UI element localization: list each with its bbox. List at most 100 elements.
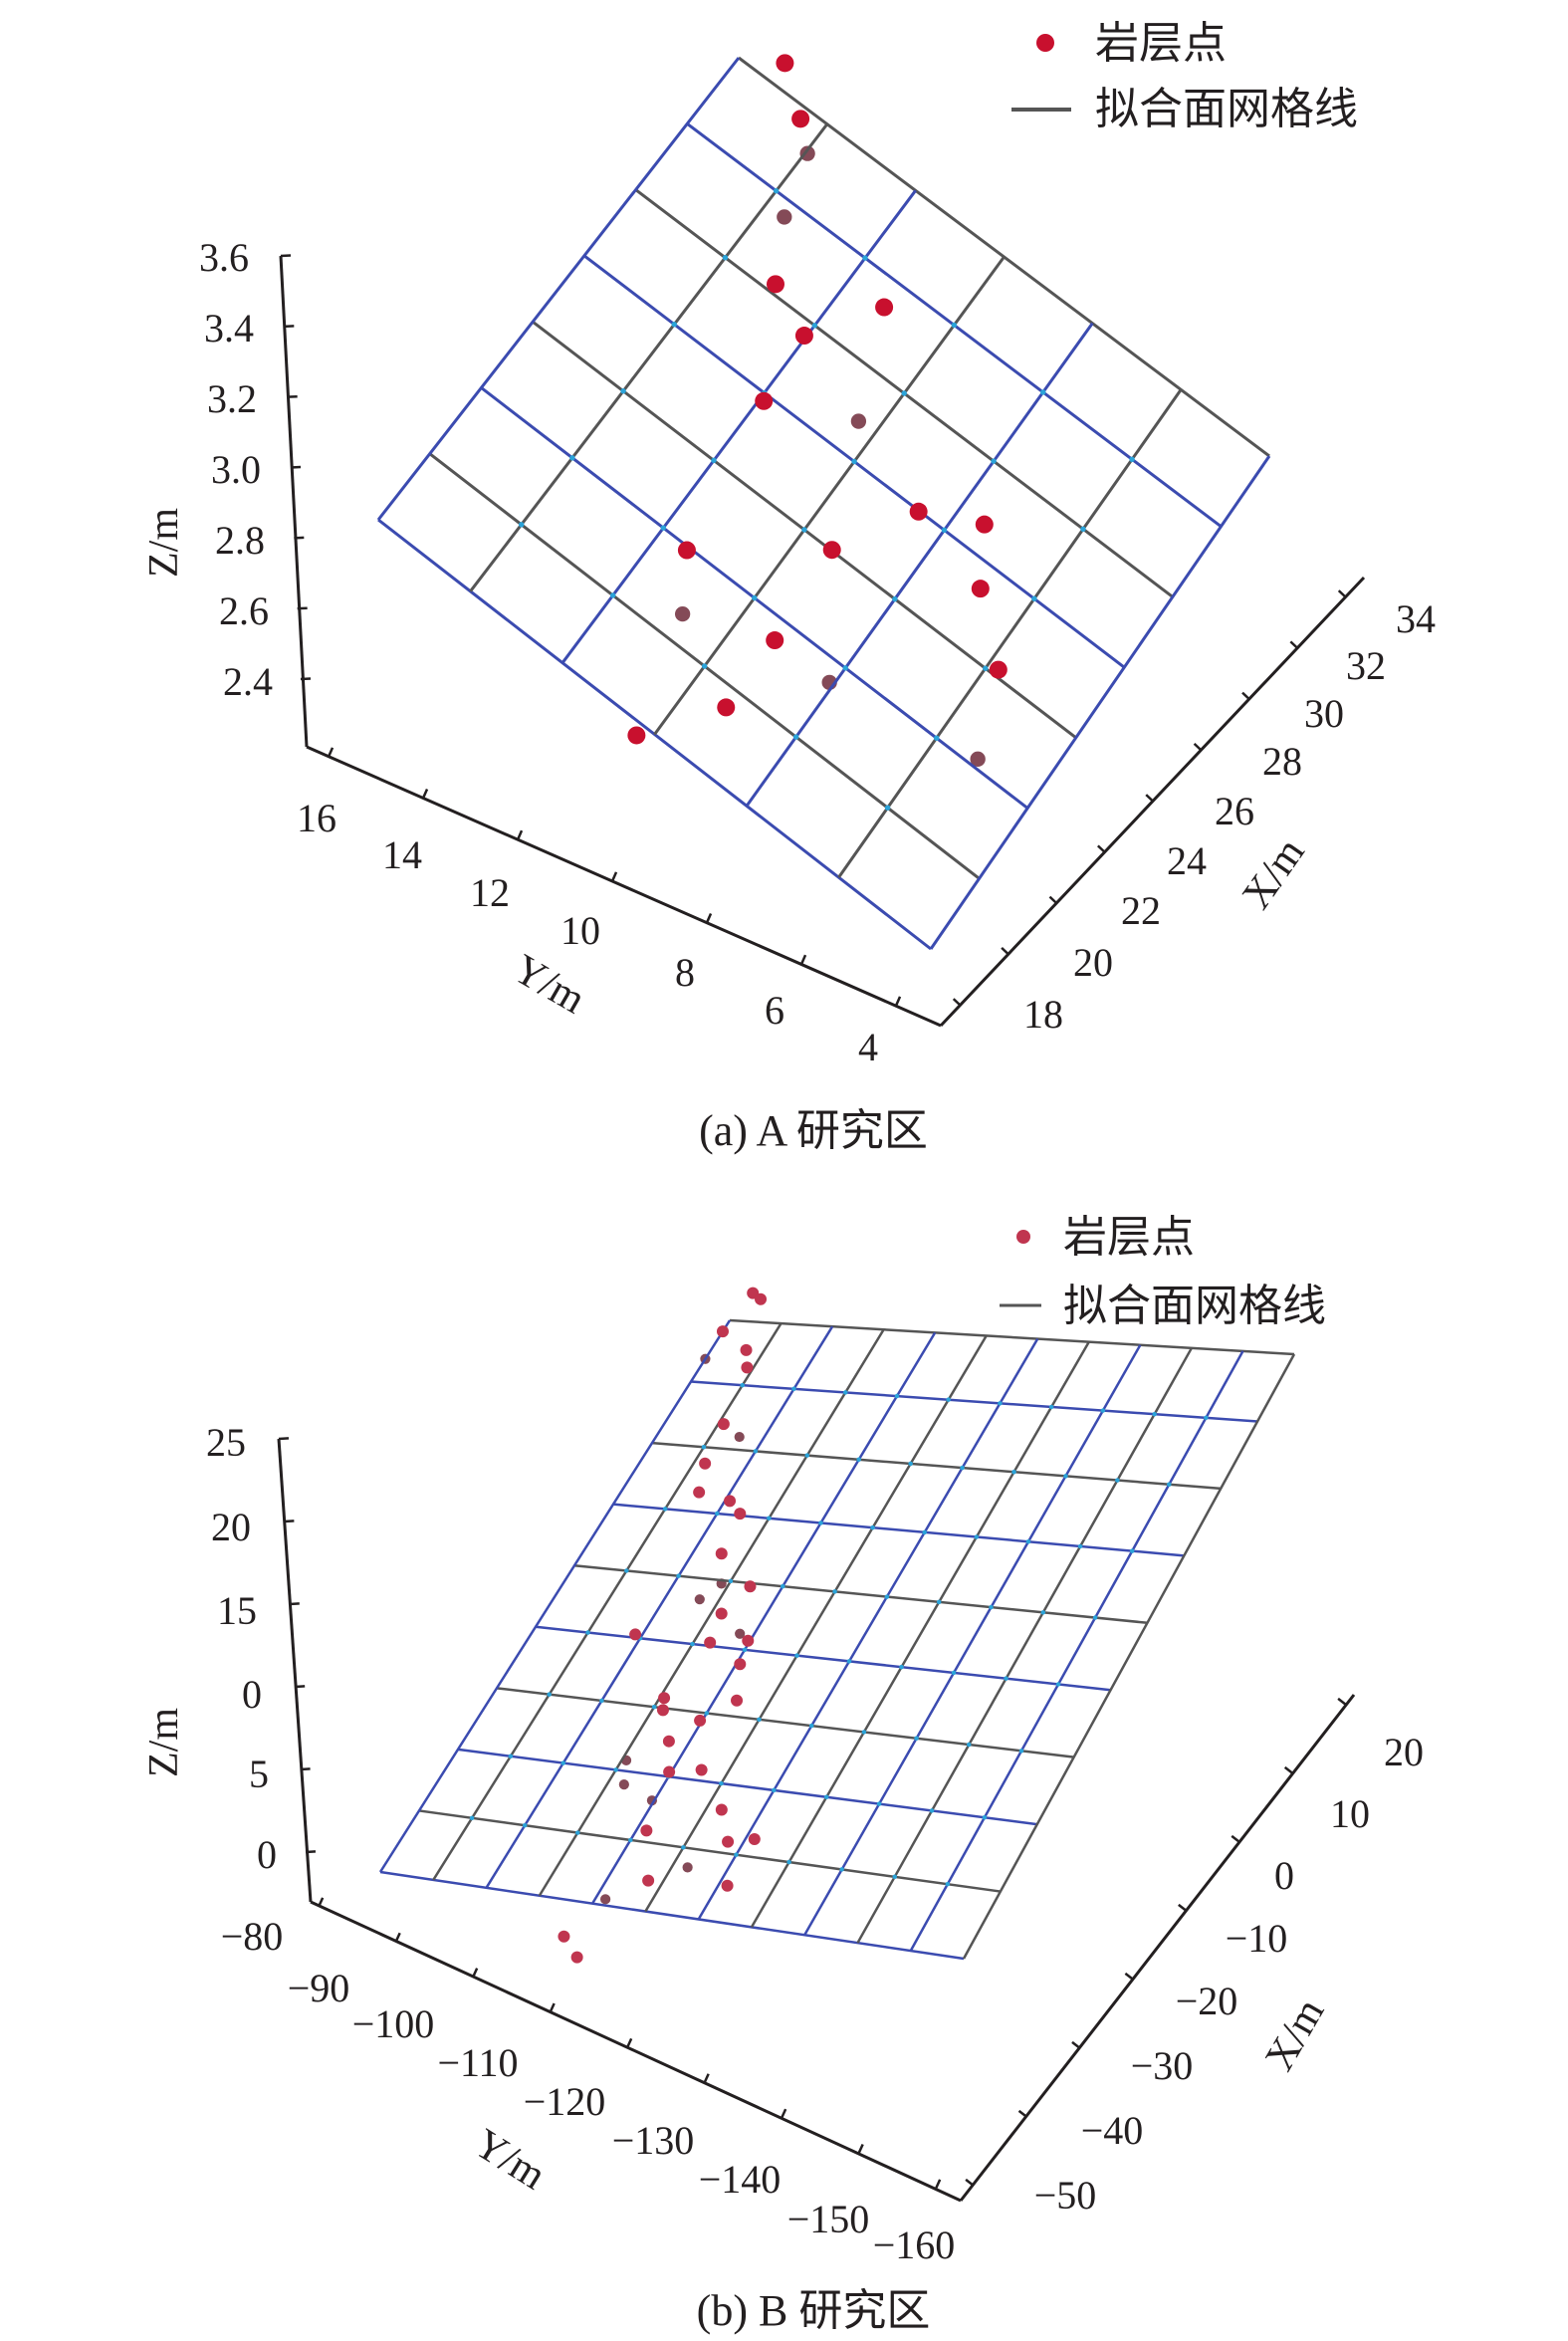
surface-grid-node <box>719 1780 724 1786</box>
axis-tick <box>857 2144 864 2155</box>
panel-a-legend: 岩层点 拟合面网格线 <box>1011 19 1358 133</box>
panel-a-tick-marks <box>280 254 1347 1007</box>
legend-surface-label: 拟合面网格线 <box>1063 1282 1326 1330</box>
z-tick-label: 25 <box>206 1420 246 1465</box>
y-tick-label: −90 <box>288 1966 350 2010</box>
surface-grid-node <box>569 455 575 461</box>
rock-layer-point <box>850 413 867 429</box>
rock-layer-point <box>629 1628 642 1641</box>
surface-grid-node <box>624 1568 629 1573</box>
z-tick-label: 3.4 <box>204 306 254 351</box>
axis-tick <box>1071 2040 1081 2049</box>
panel-b-points-above-surface <box>558 1287 768 1964</box>
axis-tick <box>394 1932 401 1943</box>
surface-grid-node <box>892 1874 897 1880</box>
surface-grid-line <box>837 388 1183 879</box>
surface-grid-node <box>1040 1610 1046 1615</box>
x-tick-label: 26 <box>1215 789 1254 833</box>
panel-b: 25 20 15 0 5 0 Z/m −80 −90 −100 −110 −12… <box>141 1213 1424 2335</box>
surface-grid-node <box>1063 1474 1068 1479</box>
rock-layer-point <box>640 1824 653 1837</box>
z-tick-label: 3.6 <box>199 235 249 280</box>
axis-tick <box>705 913 713 924</box>
surface-grid-node <box>792 734 799 740</box>
surface-grid-node <box>914 1736 919 1742</box>
surface-grid-node <box>884 1594 890 1599</box>
y-tick-label: −80 <box>221 1914 284 1959</box>
surface-grid-line <box>376 57 741 521</box>
surface-grid-node <box>901 390 907 396</box>
surface-grid-node <box>1011 1469 1016 1475</box>
surface-grid-line <box>962 1353 1296 1960</box>
rock-layer-point <box>663 1765 676 1778</box>
surface-grid-node <box>892 595 898 602</box>
x-tick-label: 20 <box>1073 940 1113 985</box>
axis-tick <box>295 1685 306 1689</box>
rock-layer-point <box>744 1580 757 1593</box>
z-tick-label: 15 <box>217 1588 257 1633</box>
axis-tick <box>1283 1765 1294 1774</box>
surface-grid-node <box>574 1830 580 1835</box>
axis-tick <box>1096 844 1106 854</box>
axis-tick <box>934 2179 942 2190</box>
rock-layer-point <box>558 1930 570 1943</box>
surface-grid-node <box>846 1659 852 1664</box>
surface-grid-node <box>753 1449 759 1454</box>
panel-a-z-axis-label: Z/m <box>141 508 187 578</box>
axis-tick <box>1337 1697 1347 1706</box>
legend-point-marker <box>1016 1230 1030 1244</box>
legend-point-marker <box>1036 34 1054 52</box>
rock-layer-point <box>731 1694 744 1707</box>
panel-b-points-below-surface <box>600 1353 746 1905</box>
surface-grid-node <box>522 1822 528 1828</box>
surface-grid-node <box>740 1382 745 1388</box>
rock-layer-point <box>971 580 990 598</box>
axis-tick <box>516 829 524 840</box>
surface-grid-node <box>808 1723 814 1729</box>
axis-tick <box>1145 794 1155 803</box>
surface-grid-node <box>676 1573 681 1578</box>
axis-tick <box>327 747 335 758</box>
surface-grid-node <box>1167 1482 1172 1487</box>
surface-grid-node <box>876 1801 882 1806</box>
rock-layer-point <box>794 327 813 346</box>
panel-a-z-axis <box>279 255 309 748</box>
x-tick-label: 10 <box>1330 1791 1370 1836</box>
rock-layer-point <box>975 515 994 534</box>
surface-grid-node <box>991 458 997 464</box>
surface-grid-node <box>951 322 958 329</box>
surface-grid-node <box>804 1453 810 1458</box>
surface-grid-node <box>690 1641 695 1647</box>
rock-layer-point <box>699 1457 712 1470</box>
surface-grid-node <box>701 663 708 669</box>
legend-points-label: 岩层点 <box>1063 1213 1195 1262</box>
surface-grid-node <box>469 1815 475 1821</box>
surface-grid-node <box>1077 1543 1083 1549</box>
surface-grid-node <box>839 1867 844 1872</box>
rock-layer-point <box>627 726 646 745</box>
rock-layer-point <box>742 1634 755 1647</box>
rock-layer-point <box>715 1607 728 1620</box>
axis-tick <box>305 1850 317 1854</box>
surface-grid-node <box>1092 1615 1098 1620</box>
surface-grid-node <box>832 1589 837 1594</box>
y-tick-label: −130 <box>612 2118 695 2163</box>
axis-tick <box>610 871 618 882</box>
surface-grid-line <box>469 122 829 592</box>
rock-layer-point <box>755 391 774 410</box>
rock-layer-point <box>734 1508 747 1521</box>
axis-tick <box>284 1520 295 1523</box>
surface-grid-line <box>538 1328 885 1897</box>
rock-layer-point <box>704 1636 717 1649</box>
rock-layer-point <box>822 541 841 560</box>
surface-grid-node <box>998 1401 1003 1406</box>
legend-surface-label: 拟合面网格线 <box>1095 85 1358 133</box>
surface-grid-node <box>518 522 525 528</box>
rock-layer-point <box>776 54 794 73</box>
rock-layer-point <box>766 631 784 650</box>
panel-b-x-tick-labels: 20 10 0 −10 −20 −30 −40 −50 <box>1034 1730 1424 2218</box>
surface-grid-line <box>457 1748 1037 1826</box>
y-tick-label: −110 <box>437 2040 518 2085</box>
y-tick-label: −120 <box>524 2079 606 2124</box>
surface-grid-line <box>909 1350 1244 1952</box>
